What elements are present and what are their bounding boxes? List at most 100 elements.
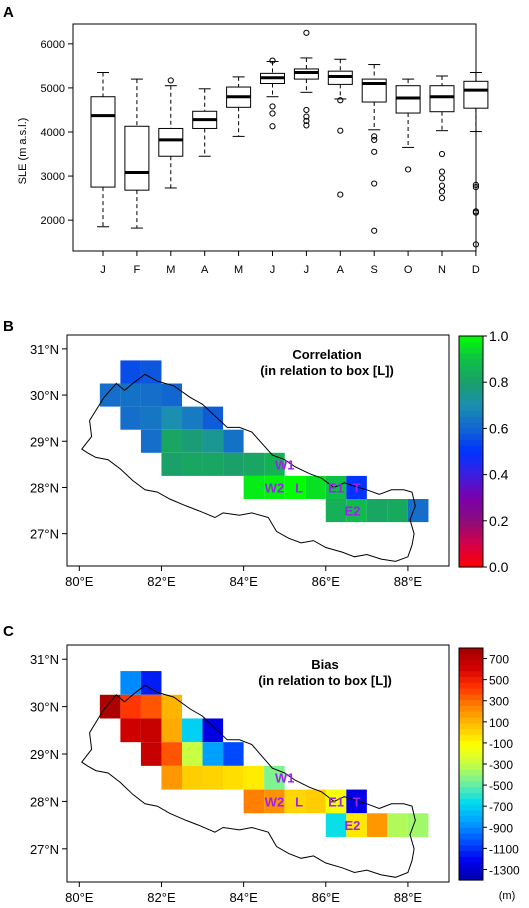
- colorbar-swatch: [459, 457, 483, 464]
- grid-cell: [264, 475, 285, 500]
- colorbar-tick-label: 0.2: [489, 513, 509, 529]
- panel-c-subtitle: (in relation to box [L]): [258, 673, 392, 688]
- panel-a-boxes: [90, 29, 489, 248]
- grid-cell: [223, 742, 244, 766]
- x-tick-label: F: [134, 264, 141, 276]
- y-tick-label: 29°N: [30, 747, 59, 762]
- colorbar-tick-label: -1300: [489, 863, 520, 877]
- panel-b-colorbar: 0.0 0.2 0.4 0.6 0.8 1.0: [458, 328, 509, 575]
- outlier-point: [303, 117, 310, 125]
- panel-a-ylabel: SLE (m a.s.l.): [17, 118, 29, 185]
- outlier-point: [269, 123, 276, 130]
- grid-cell: [346, 813, 367, 837]
- colorbar-swatch: [459, 856, 483, 864]
- colorbar-swatch: [459, 486, 483, 493]
- grid-cell: [325, 789, 347, 814]
- y-tick-label: 31°N: [30, 342, 59, 357]
- panel-c-colorbar-unit: (m): [499, 890, 516, 902]
- region-label: E1: [328, 480, 344, 495]
- region-label: E1: [328, 794, 344, 809]
- colorbar-swatch: [459, 387, 483, 395]
- colorbar-tick-label: -700: [489, 800, 513, 814]
- grid-cell: [387, 813, 408, 837]
- colorbar-swatch: [459, 775, 483, 782]
- colorbar-swatch: [459, 416, 483, 424]
- colorbar-swatch: [459, 336, 483, 343]
- colorbar-swatch: [459, 862, 483, 869]
- grid-cell: [140, 406, 162, 430]
- colorbar-swatch: [459, 359, 483, 366]
- colorbar-swatch: [459, 451, 483, 458]
- colorbar-tick-label: 300: [489, 695, 509, 709]
- region-label: T: [353, 794, 361, 809]
- y-tick-label: 31°N: [30, 652, 59, 667]
- grid-cell: [140, 671, 162, 695]
- colorbar-tick-label: 700: [489, 653, 509, 667]
- outlier-point: [303, 106, 310, 114]
- panel-c-y-axis: 27°N 28°N 29°N 30°N 31°N: [30, 652, 67, 857]
- colorbar-swatch: [459, 729, 483, 736]
- x-tick-label: M: [166, 264, 175, 276]
- colorbar-swatch: [459, 874, 483, 881]
- x-tick-label: J: [304, 264, 310, 276]
- panel-c-region-labels: W1 W2 L E1 T E2: [265, 771, 361, 833]
- colorbar-swatch: [459, 341, 483, 349]
- colorbar-swatch: [459, 688, 483, 695]
- panel-b-x-axis: 80°E 82°E 84°E 86°E 88°E: [65, 566, 422, 589]
- y-tick-label: 29°N: [30, 434, 59, 449]
- grid-cell: [161, 694, 183, 719]
- colorbar-swatch: [459, 723, 483, 730]
- grid-cell: [99, 694, 121, 719]
- grid-cell: [202, 452, 224, 476]
- grid-cell: [140, 694, 162, 719]
- grid-cell: [140, 383, 162, 407]
- grid-cell: [140, 360, 162, 384]
- x-tick-label: O: [404, 264, 413, 276]
- grid-cell: [243, 765, 265, 790]
- colorbar-tick-label: -300: [489, 758, 513, 772]
- colorbar-swatch: [459, 520, 483, 528]
- region-label: L: [295, 480, 303, 495]
- colorbar-swatch: [459, 694, 483, 701]
- grid-cell: [264, 789, 285, 814]
- grid-cell: [325, 813, 347, 837]
- y-tick-label: 3000: [41, 171, 65, 183]
- grid-cell: [120, 718, 141, 743]
- outlier-point: [438, 168, 446, 175]
- grid-cell: [120, 406, 141, 430]
- colorbar-swatch: [459, 671, 483, 678]
- colorbar-swatch: [459, 549, 483, 557]
- colorbar-swatch: [459, 682, 483, 690]
- panel-c-x-axis: 80°E 82°E 84°E 86°E 88°E: [65, 882, 422, 905]
- colorbar-swatch: [459, 665, 483, 672]
- colorbar-swatch: [459, 781, 483, 788]
- grid-cell: [243, 452, 265, 476]
- colorbar-swatch: [459, 422, 483, 429]
- panel-c-bias-map: C W1 W2 L E1 T E2 Bias (in relation to box [L…: [3, 623, 520, 905]
- grid-cell: [202, 429, 224, 453]
- colorbar-swatch: [459, 659, 483, 666]
- colorbar-swatch: [459, 463, 483, 470]
- colorbar-swatch: [459, 497, 483, 505]
- colorbar-swatch: [459, 740, 483, 748]
- grid-cell: [264, 765, 285, 790]
- grid-cell: [120, 671, 141, 695]
- grid-cell: [161, 406, 183, 430]
- grid-cell: [140, 718, 162, 743]
- grid-cell: [223, 429, 244, 453]
- colorbar-swatch: [459, 735, 483, 742]
- y-tick-label: 2000: [41, 215, 65, 227]
- x-tick-label: 84°E: [229, 574, 258, 589]
- grid-cell: [182, 406, 203, 430]
- panel-b-region-labels: W1 W2 L E1 T E2: [265, 457, 361, 518]
- grid-cell: [140, 742, 162, 766]
- outlier-point: [269, 110, 276, 117]
- colorbar-swatch: [459, 411, 483, 418]
- colorbar-swatch: [459, 370, 483, 378]
- grid-cell: [182, 718, 203, 743]
- outlier-point: [371, 180, 378, 187]
- x-tick-label: 80°E: [65, 574, 94, 589]
- colorbar-swatch: [459, 752, 483, 759]
- panel-a-boxplot: A SLE (m a.s.l.) 2000 3000 4000 5000 6000 J F…: [3, 4, 489, 276]
- colorbar-swatch: [459, 439, 483, 447]
